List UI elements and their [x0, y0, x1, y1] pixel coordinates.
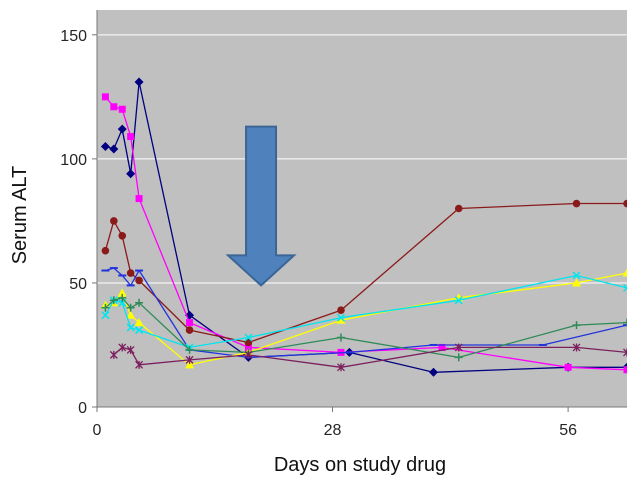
data-point [337, 363, 345, 372]
x-tick-label: 0 [93, 422, 102, 439]
data-point [109, 350, 118, 359]
data-point [572, 199, 581, 208]
data-point [126, 303, 135, 312]
data-point [101, 93, 109, 101]
data-point [100, 141, 110, 151]
data-point [336, 313, 345, 322]
data-point [126, 345, 135, 354]
data-point [127, 133, 135, 141]
y-tick-label: 100 [60, 152, 87, 169]
data-point [185, 360, 195, 369]
data-point [118, 343, 127, 352]
data-point [117, 288, 127, 297]
data-point [126, 269, 135, 277]
data-point [623, 318, 627, 327]
x-axis-label: Days on study drug [274, 454, 446, 476]
data-point [622, 268, 627, 277]
y-axis-label: Serum ALT [9, 166, 31, 265]
data-point [126, 323, 135, 332]
data-point [186, 319, 194, 327]
x-tick-label: 28 [324, 422, 342, 439]
data-point [622, 283, 627, 292]
data-point [135, 326, 144, 335]
data-point [135, 360, 144, 369]
data-point [244, 350, 253, 359]
data-point [118, 293, 127, 302]
data-point [126, 169, 136, 179]
data-point [135, 195, 143, 203]
data-point [110, 103, 118, 111]
data-point [572, 278, 582, 287]
series-line [113, 346, 627, 368]
data-point [623, 366, 627, 374]
data-point [118, 105, 126, 113]
data-point [134, 318, 144, 327]
data-point [337, 306, 345, 315]
data-point [109, 144, 119, 154]
data-point [336, 315, 346, 324]
y-tick-label: 50 [69, 276, 87, 293]
data-point [454, 296, 463, 305]
data-point [117, 124, 127, 134]
data-point [101, 246, 110, 255]
data-point [454, 353, 463, 362]
x-ticks: 0 28 56 [93, 407, 577, 439]
data-point [244, 333, 253, 342]
series [101, 293, 627, 362]
data-point [438, 343, 446, 351]
data-point [572, 343, 581, 352]
data-point [623, 348, 627, 357]
y-tick-label: 0 [78, 400, 87, 417]
data-point [244, 343, 252, 351]
data-point [572, 321, 581, 330]
data-point [429, 367, 439, 377]
data-point [572, 271, 581, 280]
data-point [564, 363, 572, 371]
data-point [623, 199, 627, 208]
y-ticks: 0 50 100 150 [60, 28, 97, 417]
data-point [135, 298, 144, 307]
data-point [336, 333, 345, 342]
series [109, 343, 627, 372]
data-point [118, 231, 127, 240]
data-point [101, 303, 110, 312]
data-point [110, 217, 118, 225]
data-point [185, 355, 194, 364]
down-arrow-icon [225, 125, 297, 287]
series [101, 199, 627, 347]
series-layer [100, 77, 627, 377]
data-point [134, 77, 144, 87]
data-point [185, 326, 194, 334]
data-point [454, 343, 463, 352]
data-point [126, 310, 136, 319]
data-point [135, 276, 143, 285]
data-point [244, 338, 253, 347]
data-point [109, 296, 118, 305]
data-point [101, 311, 110, 320]
data-point [454, 204, 463, 213]
y-tick-label: 150 [60, 28, 87, 45]
annotation-layer [225, 125, 297, 287]
data-point [185, 345, 194, 354]
x-tick-label: 56 [559, 422, 577, 439]
